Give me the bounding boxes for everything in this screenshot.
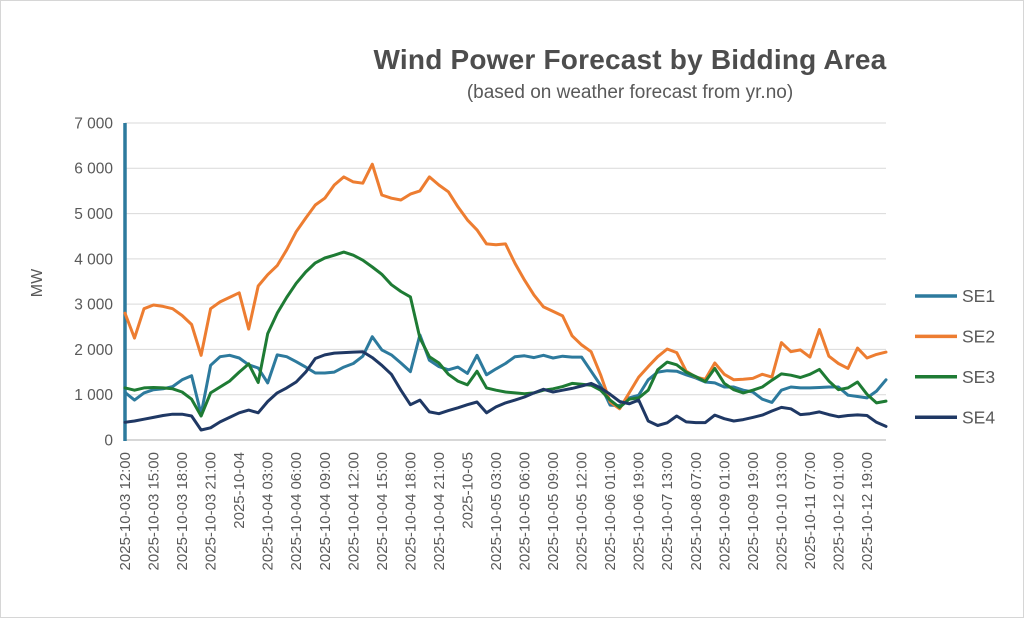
series-line-se4	[123, 350, 888, 432]
x-tick-label: 2025-10-04 03:00	[260, 452, 277, 570]
x-tick-label: 2025-10-09 01:00	[716, 452, 733, 570]
x-tick-label: 2025-10-04 15:00	[374, 452, 391, 570]
x-tick-label: 2025-10-03 21:00	[203, 452, 220, 570]
chart-title: Wind Power Forecast by Bidding Area	[373, 44, 887, 75]
y-tick-label: 1 000	[74, 387, 113, 404]
x-tick-label: 2025-10-05 09:00	[545, 452, 562, 570]
x-tick-label: 2025-10-04 12:00	[345, 452, 362, 570]
chart-subtitle: (based on weather forecast from yr.no)	[466, 82, 794, 103]
series-line-se2	[123, 162, 888, 411]
x-tick-label: 2025-10-04 06:00	[288, 452, 305, 570]
x-tick-label: 2025-10-05	[459, 452, 476, 529]
x-tick-label: 2025-10-09 19:00	[745, 452, 762, 570]
y-tick-label: 5 000	[74, 206, 113, 223]
series-line-se3	[123, 250, 888, 418]
x-tick-label: 2025-10-04	[231, 452, 248, 529]
x-tick-label: 2025-10-04 09:00	[317, 452, 334, 570]
y-tick-label: 2 000	[74, 342, 113, 359]
x-tick-label: 2025-10-04 18:00	[402, 452, 419, 570]
legend-label-se1: SE1	[962, 286, 995, 306]
x-tick-label: 2025-10-03 15:00	[146, 452, 163, 570]
x-tick-label: 2025-10-05 12:00	[574, 452, 591, 570]
x-tick-label: 2025-10-12 01:00	[830, 452, 847, 570]
y-tick-label: 7 000	[74, 115, 113, 132]
y-tick-label: 6 000	[74, 161, 113, 178]
x-tick-label: 2025-10-06 01:00	[602, 452, 619, 570]
x-tick-label: 2025-10-04 21:00	[431, 452, 448, 570]
x-tick-label: 2025-10-12 19:00	[859, 452, 876, 570]
x-tick-label: 2025-10-11 07:00	[802, 452, 819, 569]
x-tick-label: 2025-10-03 18:00	[174, 452, 191, 570]
y-tick-label: 3 000	[74, 297, 113, 314]
x-tick-label: 2025-10-08 07:00	[688, 452, 705, 570]
legend-label-se2: SE2	[962, 327, 995, 347]
x-tick-label: 2025-10-10 13:00	[773, 452, 790, 570]
y-axis-title: MW	[29, 268, 46, 297]
series-line-se1	[123, 333, 888, 416]
x-tick-label: 2025-10-06 19:00	[631, 452, 648, 570]
legend-label-se4: SE4	[962, 407, 995, 427]
y-tick-label: 0	[104, 432, 113, 449]
x-tick-label: 2025-10-03 12:00	[117, 452, 134, 570]
x-tick-label: 2025-10-07 13:00	[659, 452, 676, 570]
x-tick-label: 2025-10-05 06:00	[517, 452, 534, 570]
y-tick-label: 4 000	[74, 251, 113, 268]
x-tick-label: 2025-10-05 03:00	[488, 452, 505, 570]
legend-label-se3: SE3	[962, 367, 995, 387]
